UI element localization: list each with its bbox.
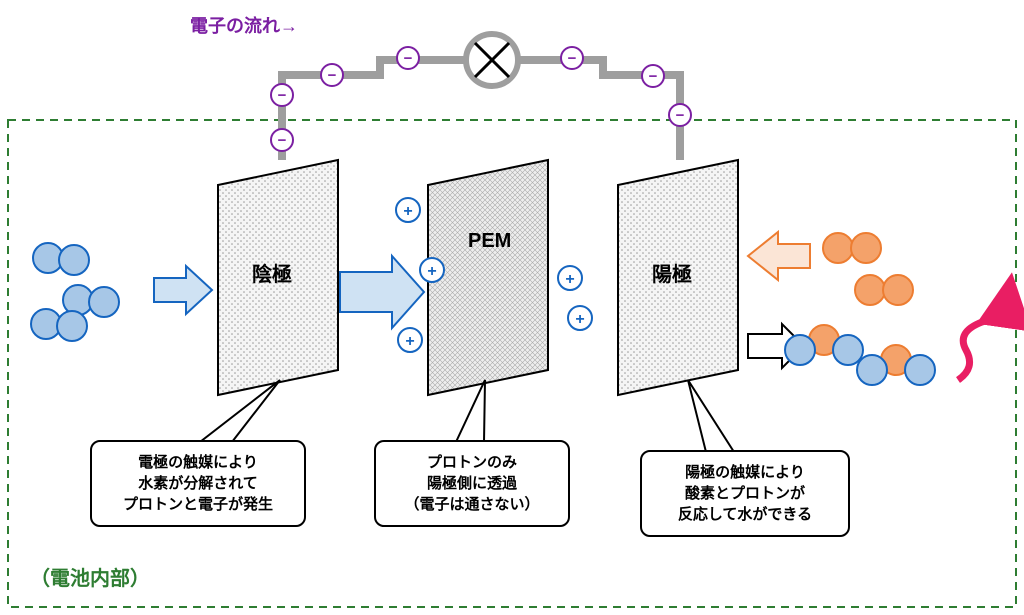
svg-text:−: − xyxy=(404,50,413,67)
svg-text:−: − xyxy=(649,68,658,85)
svg-text:+: + xyxy=(403,203,412,220)
electron-flow-label: 電子の流れ→ xyxy=(190,12,298,38)
svg-text:+: + xyxy=(565,271,574,288)
load-icon xyxy=(466,34,518,86)
svg-text:−: − xyxy=(278,132,287,149)
pem-panel xyxy=(428,160,548,395)
svg-text:+: + xyxy=(405,333,414,350)
pem-callout-l3: （電子は通さない） xyxy=(404,496,539,513)
o2-molecules xyxy=(823,233,913,305)
anode-callout: 電極の触媒により 水素が分解されて プロトンと電子が発生 xyxy=(90,440,306,527)
cathode-callout-l3: 反応して水ができる xyxy=(678,506,812,523)
pem-callout-l2: 陽極側に透過 xyxy=(427,475,517,492)
svg-text:+: + xyxy=(427,263,436,280)
pem-label: PEM xyxy=(468,230,511,253)
anode-callout-l2: 水素が分解されて xyxy=(138,475,258,492)
svg-text:−: − xyxy=(568,50,577,67)
cathode-callout-l1: 陽極の触媒により xyxy=(685,464,805,481)
svg-text:−: − xyxy=(328,67,337,84)
cathode-callout: 陽極の触媒により 酸素とプロトンが 反応して水ができる xyxy=(640,450,850,537)
o2-in-arrow xyxy=(748,232,810,280)
h2o-molecules xyxy=(785,325,935,385)
svg-text:−: − xyxy=(676,107,685,124)
heat-arrow xyxy=(958,300,1008,380)
pem-callout-l1: プロトンのみ xyxy=(427,454,517,471)
svg-text:+: + xyxy=(575,311,584,328)
proton-flow-arrow xyxy=(340,256,424,328)
cathode-callout-l2: 酸素とプロトンが xyxy=(685,485,805,502)
inside-battery-label: （電池内部） xyxy=(30,562,150,591)
cathode-label: 陽極 xyxy=(652,258,692,287)
h2-molecules xyxy=(31,243,119,341)
anode-callout-l3: プロトンと電子が発生 xyxy=(123,496,273,513)
svg-text:−: − xyxy=(278,87,287,104)
anode-label: 陰極 xyxy=(252,258,292,287)
pem-callout: プロトンのみ 陽極側に透過 （電子は通さない） xyxy=(374,440,570,527)
anode-callout-l1: 電極の触媒により xyxy=(138,454,258,471)
h2-in-arrow xyxy=(154,266,212,314)
